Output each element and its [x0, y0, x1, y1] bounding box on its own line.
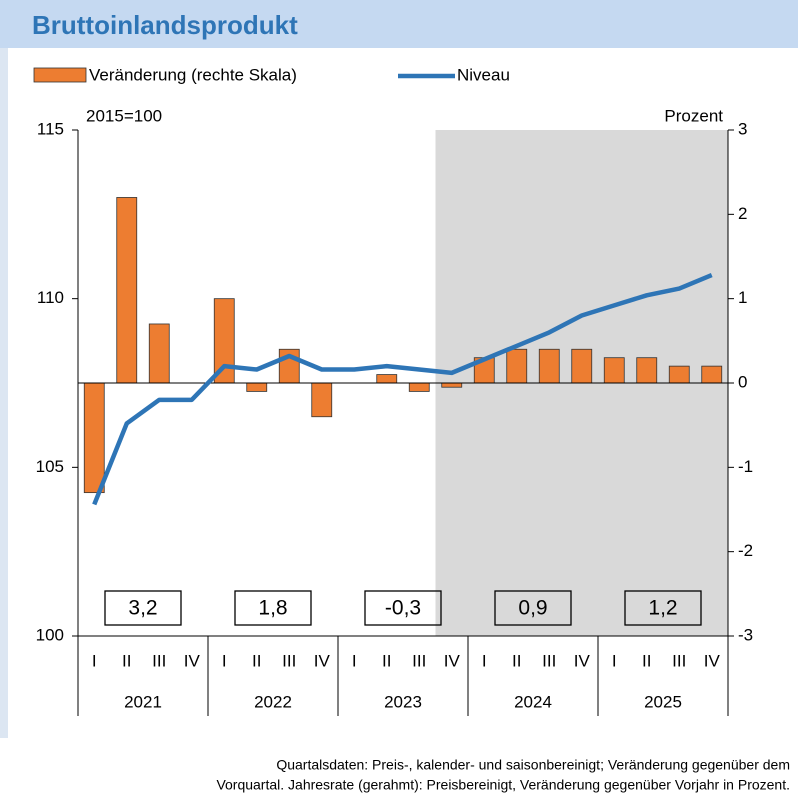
x-tick-label: III [282, 651, 296, 670]
x-tick-label: III [542, 651, 556, 670]
x-tick-label: IV [444, 651, 461, 670]
y-tick-label: 105 [36, 457, 64, 476]
x-tick-label: II [512, 651, 521, 670]
x-tick-label: II [382, 651, 391, 670]
annual-box [234, 590, 312, 626]
annual-label: 1,2 [648, 597, 677, 620]
x-tick-label: IV [704, 651, 721, 670]
y-tick-label: 100 [36, 625, 64, 644]
legend-label: Veränderung (rechte Skala) [89, 65, 297, 84]
x-tick-label: II [642, 651, 651, 670]
y-tick-label: 115 [37, 119, 64, 138]
footnote: Quartalsdaten: Preis-, kalender- und sai… [276, 757, 790, 773]
y2-tick-label: -2 [738, 541, 753, 560]
year-label: 2024 [514, 692, 552, 711]
y2-axis-label: Prozent [664, 106, 723, 125]
year-label: 2023 [384, 692, 422, 711]
x-tick-label: III [152, 651, 166, 670]
level-line [92, 272, 713, 506]
annual-box [104, 590, 182, 626]
x-tick-label: IV [184, 651, 201, 670]
bar [571, 348, 593, 384]
x-tick-label: IV [314, 651, 331, 670]
bar [246, 382, 268, 392]
y2-tick-label: -3 [738, 625, 753, 644]
y2-tick-label: 3 [738, 119, 747, 138]
annual-box [624, 590, 702, 626]
bar [376, 374, 398, 384]
x-tick-label: I [612, 651, 617, 670]
x-tick-label: II [252, 651, 261, 670]
title-band [0, 0, 798, 48]
year-label: 2022 [254, 692, 292, 711]
x-tick-label: II [122, 651, 131, 670]
x-tick-label: I [222, 651, 227, 670]
x-tick-label: III [412, 651, 426, 670]
bar [603, 357, 625, 384]
annual-label: 0,9 [518, 597, 547, 620]
year-label: 2021 [124, 692, 162, 711]
legend-swatch [33, 67, 87, 83]
year-label: 2025 [644, 692, 682, 711]
legend-label: Niveau [457, 65, 510, 84]
annual-label: 1,8 [258, 597, 287, 620]
bar [441, 382, 463, 388]
x-tick-label: III [672, 651, 686, 670]
footnote: Vorquartal. Jahresrate (gerahmt): Preisb… [216, 777, 790, 793]
bar [538, 348, 560, 384]
y-axis-label: 2015=100 [86, 106, 162, 125]
bar [83, 382, 105, 494]
bar [668, 365, 690, 384]
left-band [0, 48, 8, 738]
bar [116, 197, 138, 384]
annual-label: 3,2 [128, 597, 157, 620]
annual-box [364, 590, 442, 626]
bar [148, 323, 170, 384]
y-tick-label: 110 [37, 288, 64, 307]
x-tick-label: I [92, 651, 97, 670]
bar [636, 357, 658, 384]
bar [311, 382, 333, 418]
y2-tick-label: 1 [738, 288, 747, 307]
x-tick-label: I [352, 651, 357, 670]
annual-label: -0,3 [385, 597, 421, 620]
y2-tick-label: 0 [738, 372, 747, 391]
y2-tick-label: -1 [738, 457, 753, 476]
chart-title: Bruttoinlandsprodukt [32, 10, 298, 40]
bar [506, 348, 528, 384]
bar [408, 382, 430, 392]
x-tick-label: IV [574, 651, 591, 670]
annual-box [494, 590, 572, 626]
y2-tick-label: 2 [738, 204, 747, 223]
bar [701, 365, 723, 384]
x-tick-label: I [482, 651, 487, 670]
